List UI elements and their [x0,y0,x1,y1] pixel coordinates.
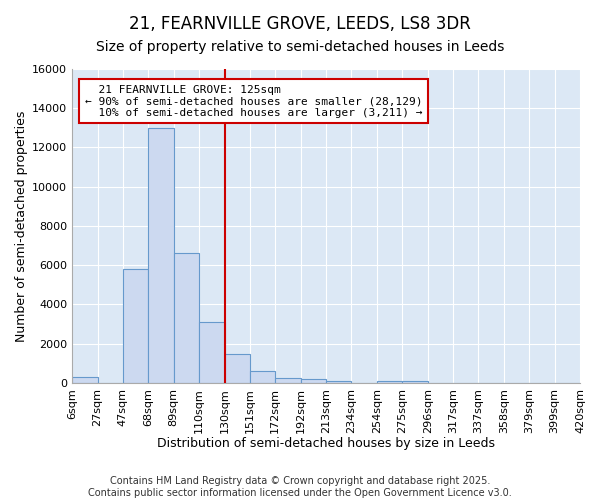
Bar [174,254,199,383]
X-axis label: Distribution of semi-detached houses by size in Leeds: Distribution of semi-detached houses by … [157,437,495,450]
Bar [224,354,250,383]
Text: Size of property relative to semi-detached houses in Leeds: Size of property relative to semi-detach… [96,40,504,54]
Y-axis label: Number of semi-detached properties: Number of semi-detached properties [15,110,28,342]
Text: 21, FEARNVILLE GROVE, LEEDS, LS8 3DR: 21, FEARNVILLE GROVE, LEEDS, LS8 3DR [129,15,471,33]
Bar [301,379,326,383]
Text: 21 FEARNVILLE GROVE: 125sqm  
← 90% of semi-detached houses are smaller (28,129): 21 FEARNVILLE GROVE: 125sqm ← 90% of sem… [85,84,422,118]
Bar [402,381,428,383]
Bar [377,381,402,383]
Bar [275,378,301,383]
Bar [326,381,352,383]
Bar [199,322,224,383]
Bar [72,377,98,383]
Bar [250,371,275,383]
Bar [148,128,174,383]
Text: Contains HM Land Registry data © Crown copyright and database right 2025.
Contai: Contains HM Land Registry data © Crown c… [88,476,512,498]
Bar [123,269,148,383]
